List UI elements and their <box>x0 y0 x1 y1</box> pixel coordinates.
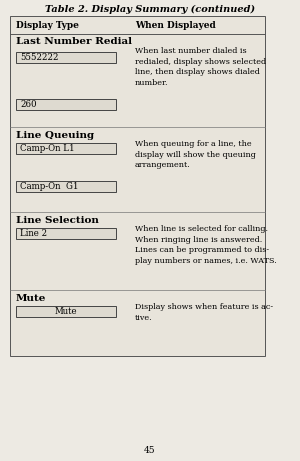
Text: When line is selected for calling.
When ringing line is answered.
Lines can be p: When line is selected for calling. When … <box>135 225 277 265</box>
Bar <box>16 52 116 63</box>
Text: Line Queuing: Line Queuing <box>16 130 94 140</box>
Text: Line 2: Line 2 <box>20 229 47 238</box>
Text: Mute: Mute <box>55 307 77 316</box>
Text: Camp-On L1: Camp-On L1 <box>20 144 75 153</box>
Text: 45: 45 <box>144 445 156 455</box>
Text: Display shows when feature is ac-
tive.: Display shows when feature is ac- tive. <box>135 303 273 322</box>
Text: Mute: Mute <box>16 294 46 302</box>
Text: Line Selection: Line Selection <box>16 215 99 225</box>
Bar <box>16 143 116 154</box>
Bar <box>10 16 265 356</box>
Bar <box>16 228 116 239</box>
Bar <box>16 99 116 110</box>
Text: Last Number Redial: Last Number Redial <box>16 37 132 47</box>
Text: When queuing for a line, the
display will show the queuing
arrangement.: When queuing for a line, the display wil… <box>135 140 256 169</box>
Bar <box>16 306 116 317</box>
Text: 5552222: 5552222 <box>20 53 58 62</box>
Text: 260: 260 <box>20 100 37 109</box>
Text: Camp-On  G1: Camp-On G1 <box>20 182 79 191</box>
Text: When Displayed: When Displayed <box>135 20 216 30</box>
Text: Table 2. Display Summary (continued): Table 2. Display Summary (continued) <box>45 5 255 13</box>
Bar <box>16 181 116 192</box>
Text: When last number dialed is
redialed, display shows selected
line, then display s: When last number dialed is redialed, dis… <box>135 47 266 87</box>
Text: Display Type: Display Type <box>16 20 79 30</box>
